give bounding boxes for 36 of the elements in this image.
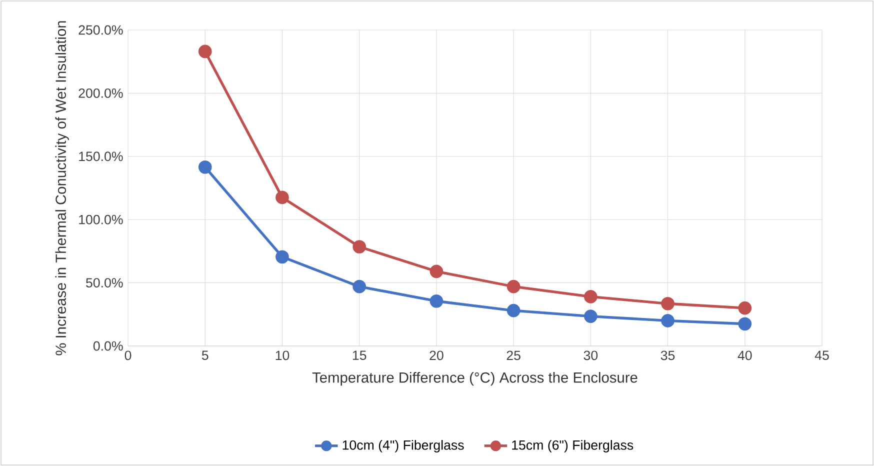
- x-tick-label: 15: [352, 350, 366, 360]
- x-tick-label: 5: [202, 350, 208, 360]
- y-tick-label: 200.0%: [78, 88, 123, 98]
- point: [661, 296, 674, 310]
- y-tick-label: 50.0%: [86, 278, 123, 288]
- point: [584, 310, 598, 323]
- x-tick-label: 30: [584, 350, 598, 360]
- point: [661, 314, 674, 328]
- legend-label: 15cm (6") Fiberglass: [512, 440, 634, 452]
- y-axis-title: % Increase in Thermal Conuctivity of Wet Insulation: [55, 21, 69, 356]
- point: [506, 280, 520, 294]
- point: [276, 190, 289, 204]
- legend-label: 10cm (4") Fiberglass: [342, 440, 464, 452]
- x-tick-label: 0: [124, 350, 132, 360]
- point: [738, 301, 752, 315]
- point: [276, 250, 289, 264]
- x-tick-label: 40: [738, 350, 752, 360]
- point: [352, 280, 366, 294]
- x-tick-label: 10: [276, 350, 290, 360]
- y-tick-label: 150.0%: [79, 152, 123, 162]
- point: [506, 304, 520, 318]
- point: [584, 290, 598, 304]
- y-tick-label: 250.0%: [78, 25, 123, 35]
- point: [352, 240, 366, 254]
- y-tick-label: 0.0%: [93, 341, 123, 351]
- x-tick-label: 45: [814, 350, 829, 360]
- point: [198, 160, 212, 174]
- y-tick-label: 100.0%: [79, 214, 123, 224]
- point: [738, 317, 752, 331]
- x-axis-title: Temperature Difference (°C) Across the Enclosure: [312, 372, 638, 386]
- point: [430, 294, 444, 308]
- x-tick-label: 25: [506, 350, 520, 360]
- point: [198, 44, 212, 58]
- x-tick-label: 35: [660, 350, 675, 360]
- x-tick-label: 20: [430, 350, 444, 360]
- point: [430, 264, 444, 278]
